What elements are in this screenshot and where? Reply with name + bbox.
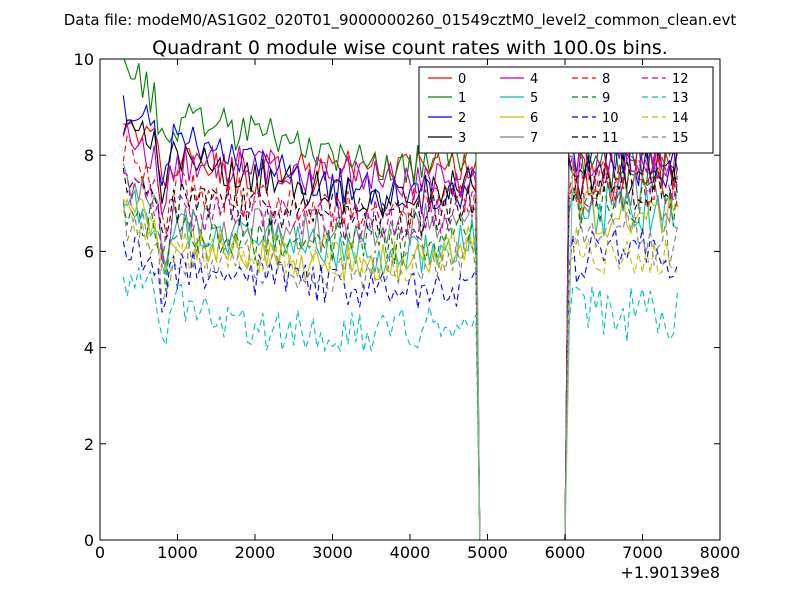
x-tick-label: 7000 [622,543,663,562]
series-line-14 [122,197,678,540]
x-tick-label: 8000 [700,543,741,562]
x-tick-label: 3000 [312,543,353,562]
legend-label-13: 13 [672,91,689,106]
x-tick-label: 1000 [157,543,198,562]
y-tick-label: 6 [84,242,94,261]
legend-label-5: 5 [530,91,538,106]
legend-label-4: 4 [530,72,538,87]
y-tick-label: 0 [84,531,94,550]
legend-label-14: 14 [672,111,689,126]
series-line-7 [122,163,678,540]
series-line-13 [122,267,678,540]
x-tick-label: 4000 [390,543,431,562]
x-tick-label: 6000 [545,543,586,562]
series-line-0 [123,121,678,540]
chart-title: Quadrant 0 module wise count rates with … [152,37,668,59]
legend-label-7: 7 [530,131,538,146]
series-line-5 [123,181,678,540]
legend-label-6: 6 [530,111,538,126]
legend-label-15: 15 [672,131,689,146]
x-tick-label: 0 [95,543,105,562]
legend-label-9: 9 [602,91,610,106]
x-tick-label: 5000 [467,543,508,562]
y-tick-label: 2 [84,435,94,454]
legend-label-0: 0 [458,72,466,87]
x-offset-label: +1.90139e8 [620,563,720,582]
legend-label-10: 10 [602,111,619,126]
series-line-15 [122,200,678,540]
y-tick-label: 8 [84,146,94,165]
y-tick-label: 10 [74,50,94,69]
legend-label-3: 3 [458,131,466,146]
series-line-10 [122,228,678,540]
series-line-12 [122,150,678,540]
legend-label-2: 2 [458,111,466,126]
series-line-3 [122,119,678,540]
series-line-9 [122,175,678,540]
series-line-11 [122,159,678,540]
x-tick-label: 2000 [235,543,276,562]
legend-label-11: 11 [602,131,619,146]
legend-box [418,66,714,154]
legend-label-1: 1 [458,91,466,106]
series-line-8 [122,134,678,540]
legend-label-12: 12 [672,72,689,87]
legend-label-8: 8 [602,72,610,87]
y-tick-label: 4 [84,339,94,358]
data-file-label: Data file: modeM0/AS1G02_020T01_90000002… [64,11,737,30]
